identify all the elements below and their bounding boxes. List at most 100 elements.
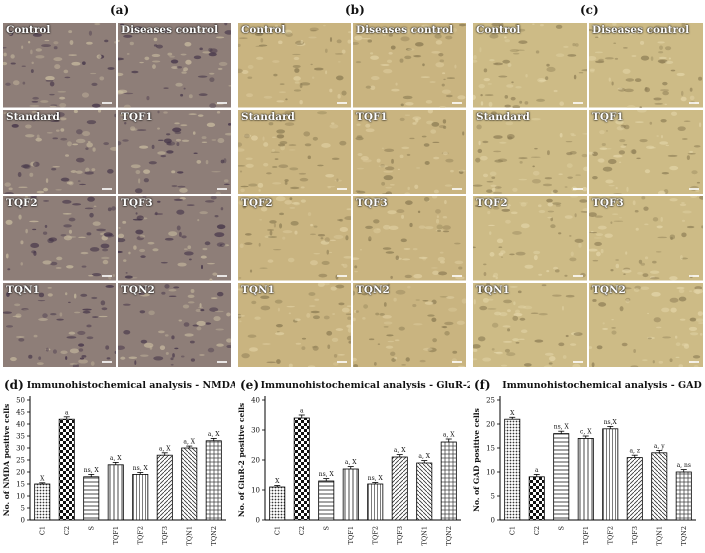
micrograph-tile-tqf1: TQF1: [118, 109, 231, 194]
y-tick-label: 40: [16, 421, 25, 429]
micrograph-image: [473, 109, 587, 194]
chart-title: Immunohistochemical analysis - GluR-2: [261, 380, 470, 391]
bar-tqf3: [391, 456, 408, 521]
significance-label: ns, X: [554, 424, 570, 431]
significance-label: a, X: [443, 432, 455, 439]
x-tick-label: TQF3: [396, 526, 404, 544]
x-tick-label: C2: [298, 526, 306, 535]
tile-label: Standard: [6, 110, 60, 123]
scale-bar: [217, 361, 227, 363]
scale-bar: [573, 274, 583, 277]
micrograph-image: [238, 196, 351, 281]
y-tick-label: 25: [486, 397, 495, 405]
micrograph-tile-diseases-control: Diseases control: [589, 23, 703, 108]
x-tick-label: TQF3: [631, 526, 639, 544]
x-tick-label: TQF1: [112, 526, 120, 544]
y-tick-label: 35: [16, 433, 25, 441]
micrograph-image: [589, 23, 703, 108]
micrograph-tile-standard: Standard: [473, 109, 587, 194]
chart-title: Immunohistochemical analysis - NMDA: [27, 380, 235, 391]
bar-c2: [58, 418, 75, 521]
tile-label: TQF3: [592, 197, 624, 209]
y-tick-label: 10: [16, 493, 25, 501]
scale-bar: [573, 188, 583, 190]
x-tick-label: TQF2: [371, 526, 379, 544]
bar-s: [553, 433, 570, 521]
scale-bar: [102, 361, 112, 363]
bar-tqf2: [602, 428, 619, 521]
micrograph-tile-tqn1: TQN1: [3, 282, 116, 367]
bar-tqn2: [205, 440, 222, 521]
x-tick-label: C2: [533, 526, 541, 535]
tile-label: TQF2: [6, 197, 38, 209]
bar-tqf1: [577, 438, 594, 521]
x-tick-label: TQN2: [445, 526, 453, 546]
y-axis-label: No. of GAD positive cells: [472, 408, 481, 512]
significance-label: a: [65, 409, 69, 416]
y-tick-label: 25: [16, 457, 25, 465]
micrograph-image: [118, 196, 231, 281]
x-tick-label: C1: [273, 526, 281, 535]
scale-bar: [452, 361, 462, 363]
y-tick-label: 20: [16, 469, 25, 477]
scale-bar: [102, 101, 112, 104]
micrograph-image: [353, 23, 466, 108]
micrograph-tile-tqf3: TQF3: [353, 196, 466, 281]
panel-label-a: (a): [110, 3, 130, 17]
y-tick-label: 30: [251, 427, 260, 435]
significance-label: a: [535, 467, 539, 474]
y-tick-label: 0: [21, 517, 25, 525]
x-tick-label: TQN1: [655, 526, 663, 546]
micrograph-tile-tqn2: TQN2: [589, 282, 703, 367]
x-tick-label: C1: [508, 526, 516, 535]
micrograph-image: [589, 196, 703, 281]
x-tick-label: TQN1: [185, 526, 193, 546]
micrograph-tile-tqf3: TQF3: [118, 196, 231, 281]
micrograph-tile-tqf2: TQF2: [3, 196, 116, 281]
panel-label-c: (c): [580, 3, 599, 17]
significance-label: a, X: [208, 431, 220, 438]
significance-label: a: [300, 408, 304, 415]
y-axis-label: No. of NMDA positive cells: [2, 404, 11, 517]
scale-bar: [337, 361, 347, 363]
y-tick-label: 50: [16, 397, 25, 405]
bar-tqf1: [342, 468, 359, 521]
y-tick-label: 0: [256, 517, 260, 525]
tile-label: Control: [6, 24, 51, 36]
y-tick-label: 15: [16, 481, 25, 489]
chart-glur2: Immunohistochemical analysis - GluR-2 No.…: [237, 380, 470, 546]
micrograph-tile-control: Control: [3, 23, 116, 108]
tile-label: Diseases control: [592, 24, 690, 36]
tile-label: Diseases control: [121, 24, 219, 36]
bar-tqn1: [181, 447, 198, 521]
y-tick-label: 5: [21, 505, 25, 513]
bar-tqf2: [367, 483, 384, 521]
significance-label: a, X: [418, 453, 430, 460]
significance-label: ns,X: [604, 419, 618, 426]
tile-label: TQF3: [356, 197, 388, 209]
micrograph-image: [118, 109, 231, 194]
micrograph-image: [238, 109, 351, 194]
y-tick-label: 10: [251, 487, 260, 495]
y-tick-label: 40: [251, 397, 260, 405]
y-tick-label: 45: [16, 409, 25, 417]
micrograph-tile-standard: Standard: [3, 109, 116, 194]
panel-label-b: (b): [345, 3, 365, 17]
significance-label: ns, X: [84, 467, 100, 474]
micrograph-image: [238, 23, 351, 108]
micrograph-panel-b: Control Diseases control Standard TQF1 TQF2 T…: [238, 23, 466, 367]
significance-label: a, X: [110, 455, 122, 462]
micrograph-image: [3, 109, 116, 194]
significance-label: a, X: [183, 439, 195, 446]
x-tick-label: TQN2: [680, 526, 688, 546]
significance-label: a, ns: [677, 462, 691, 469]
tile-label: TQN1: [6, 283, 40, 296]
chart-title: Immunohistochemical analysis - GAD: [502, 380, 701, 391]
tile-label: TQF1: [121, 110, 153, 123]
scale-bar: [337, 274, 347, 277]
micrograph-panel-c: Control Diseases control Standard TQF1 TQF2 T…: [473, 23, 703, 367]
micrograph-tile-tqf1: TQF1: [353, 109, 466, 194]
x-tick-label: TQN1: [420, 526, 428, 546]
significance-label: a, X: [159, 445, 171, 452]
tile-label: TQN1: [476, 283, 510, 296]
